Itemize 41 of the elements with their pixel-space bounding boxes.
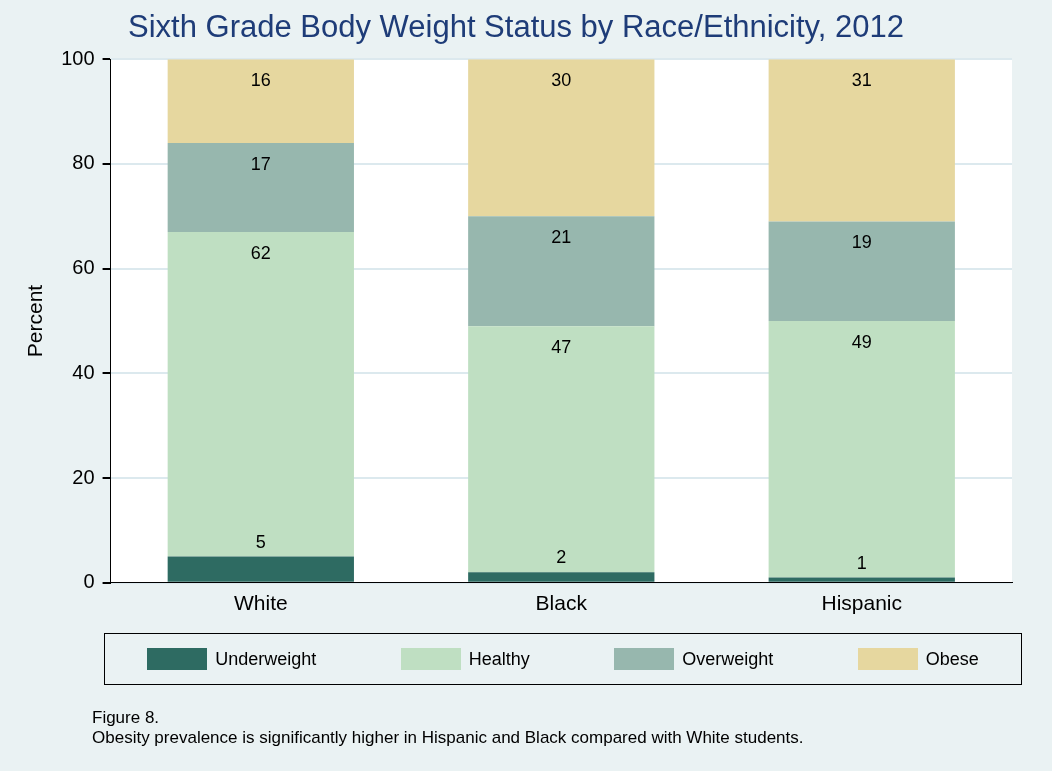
y-tick-label: 60	[72, 256, 95, 279]
bar	[468, 59, 655, 217]
x-tick-label: Black	[535, 591, 588, 615]
bar	[768, 221, 955, 321]
data-label: 62	[250, 242, 271, 263]
bar	[167, 59, 354, 143]
y-tick-label: 0	[83, 570, 95, 593]
data-label: 30	[551, 70, 572, 91]
data-label: 1	[856, 552, 867, 573]
chart-title: Sixth Grade Body Weight Status by Race/Ethnicity, 2012	[128, 9, 904, 45]
data-label: 5	[255, 531, 266, 552]
bar	[468, 572, 655, 582]
x-tick-label: White	[233, 591, 288, 615]
data-label: 17	[250, 153, 271, 174]
y-tick-label: 80	[72, 151, 95, 174]
data-label: 49	[851, 331, 872, 352]
data-label: 16	[250, 70, 271, 91]
y-tick-label: 40	[72, 360, 95, 383]
bar	[768, 321, 955, 578]
bar	[167, 231, 354, 557]
legend-label: Healthy	[468, 648, 530, 670]
caption: Figure 8.	[92, 708, 161, 728]
data-label: 19	[851, 232, 872, 253]
bar	[468, 216, 655, 327]
legend-label: Overweight	[682, 648, 774, 670]
x-tick-label: Hispanic	[821, 591, 903, 615]
bar	[167, 556, 354, 582]
y-tick-label: 100	[61, 46, 95, 69]
bar	[768, 577, 955, 582]
data-label: 2	[556, 547, 567, 568]
data-label: 47	[551, 337, 572, 358]
y-tick-label: 20	[72, 465, 95, 488]
data-label: 21	[551, 227, 572, 248]
legend-label: Obese	[925, 648, 979, 670]
y-axis-title: Percent	[23, 284, 47, 358]
bar	[468, 326, 655, 573]
bar	[768, 59, 955, 222]
bar	[167, 142, 354, 232]
text: Obesity prevalence is significantly higher in Hispanic and Black compared with White students.	[92, 728, 804, 748]
legend-label: Underweight	[215, 648, 317, 670]
data-label: 31	[851, 70, 872, 91]
